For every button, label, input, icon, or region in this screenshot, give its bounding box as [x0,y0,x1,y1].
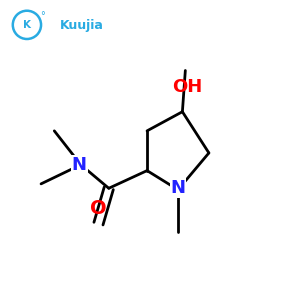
Text: N: N [72,156,87,174]
Text: °: ° [40,11,45,21]
Text: Kuujia: Kuujia [60,19,104,32]
Text: OH: OH [172,78,202,96]
Text: N: N [170,179,185,197]
Text: K: K [23,20,31,30]
Text: O: O [90,199,107,218]
